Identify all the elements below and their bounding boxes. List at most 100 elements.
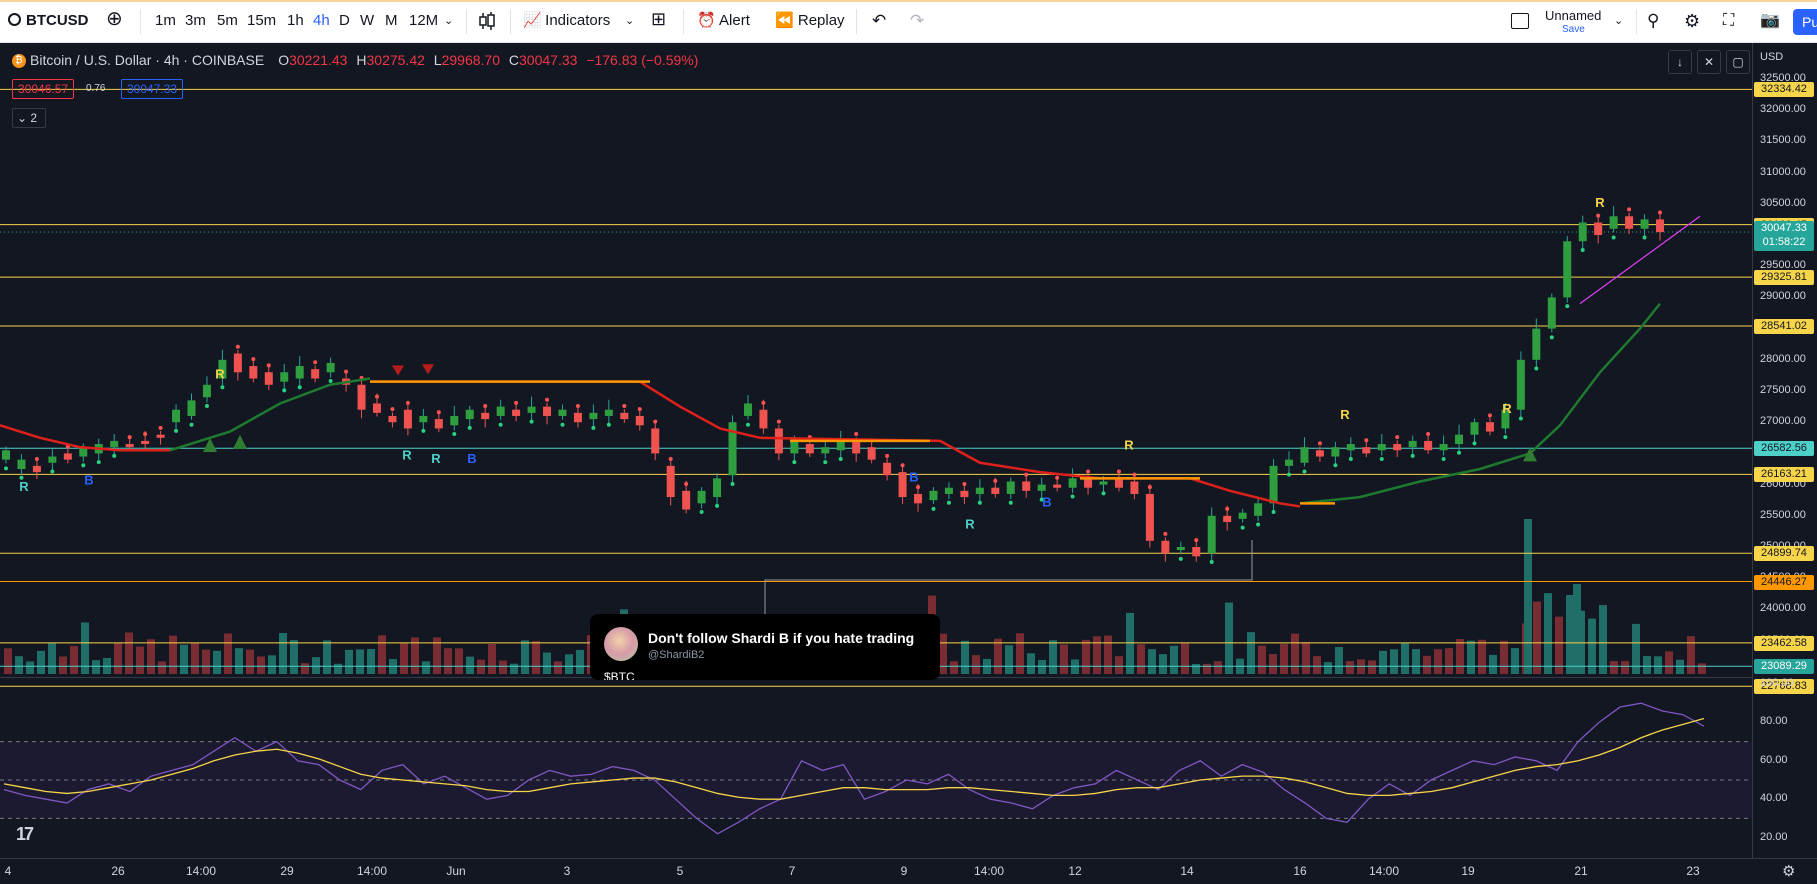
chart-legend: ₿ Bitcoin / U.S. Dollar · 4h · COINBASE O3… <box>12 52 698 69</box>
trend-dot <box>436 410 441 415</box>
trend-dot <box>1178 556 1183 561</box>
chart-settings-gear-icon[interactable]: ⚙ <box>1782 863 1796 880</box>
candle-body <box>728 422 737 476</box>
interval-5m[interactable]: 5m <box>217 12 238 29</box>
scroll-down-icon[interactable]: ↓ <box>1668 50 1692 74</box>
candle-body <box>1377 444 1386 451</box>
candle-body <box>1594 222 1603 235</box>
volume-bar <box>576 649 584 674</box>
trend-dot <box>1209 559 1214 564</box>
interval-4h[interactable]: 4h <box>313 12 330 29</box>
trend-dot <box>1549 335 1554 340</box>
compare-add-icon[interactable]: ⊕ <box>106 8 123 30</box>
last-price-value: 30047.33 <box>1761 222 1807 234</box>
layout-dropdown-chevron-icon[interactable]: ⌄ <box>1614 15 1624 27</box>
trend-dot <box>575 403 580 408</box>
time-tick-label: 14:00 <box>356 864 388 878</box>
time-tick-label: 16 <box>1293 864 1307 878</box>
volume-bar <box>323 640 331 674</box>
indicators-button[interactable]: 📈 Indicators <box>523 10 610 32</box>
candle-body <box>1485 422 1494 432</box>
volume-bar <box>136 646 144 674</box>
volume-bar <box>301 663 309 674</box>
interval-1h[interactable]: 1h <box>287 12 304 29</box>
volume-bar <box>1434 649 1442 674</box>
maximize-pane-icon[interactable]: ▢ <box>1726 50 1750 74</box>
volume-bar <box>125 632 133 674</box>
candle-body <box>944 487 953 494</box>
trend-dot <box>637 407 642 412</box>
publish-button[interactable]: Pu <box>1793 9 1817 35</box>
rsi-ma-line <box>3 717 1705 800</box>
trend-dot <box>1518 416 1523 421</box>
interval-m[interactable]: M <box>385 12 398 29</box>
interval-12m[interactable]: 12M <box>409 12 439 29</box>
interval-3m[interactable]: 3m <box>185 12 206 29</box>
volume-bar <box>543 652 551 674</box>
price-tick-label: 27000.00 <box>1760 415 1806 428</box>
candle-body <box>249 366 258 379</box>
interval-15m[interactable]: 15m <box>247 12 277 29</box>
volume-bar <box>1170 645 1178 674</box>
trend-dot <box>745 422 750 427</box>
indicators-toggle-button[interactable]: ⌄ 2 <box>12 108 46 128</box>
layout-save-label[interactable]: Save <box>1562 24 1585 35</box>
collapse-pane-icon[interactable]: ✕ <box>1697 50 1721 74</box>
redo-icon[interactable]: ↷ <box>910 11 925 30</box>
interval-1m[interactable]: 1m <box>155 12 176 29</box>
candle-body <box>713 478 722 498</box>
tweet-avatar <box>604 627 638 661</box>
interval-w[interactable]: W <box>360 12 375 29</box>
currency-label[interactable]: USD <box>1760 51 1784 63</box>
trend-dot <box>993 478 998 483</box>
time-tick-label: 3 <box>563 864 571 878</box>
volume-bar <box>1687 636 1695 674</box>
candle-body <box>1609 216 1618 229</box>
buy-price-button[interactable]: 30047.33 <box>121 79 184 99</box>
candle-body <box>604 409 613 416</box>
trend-dot <box>1271 510 1276 515</box>
candle-body <box>1068 478 1077 488</box>
trend-dot <box>684 481 689 486</box>
tradingview-logo[interactable]: 17 <box>16 824 34 844</box>
candle-body <box>1161 540 1170 554</box>
undo-icon[interactable]: ↶ <box>872 11 887 30</box>
candle-body <box>1516 359 1525 410</box>
tweet-card[interactable]: Don't follow Shardi B if you hate tradin… <box>590 614 940 680</box>
candle-body <box>1578 222 1587 242</box>
volume-bar <box>202 649 210 674</box>
trend-dot <box>931 506 936 511</box>
time-tick-label: 14:00 <box>185 864 217 878</box>
layout-name[interactable]: Unnamed <box>1545 8 1602 23</box>
time-tick-label: 12 <box>1068 864 1082 878</box>
volume-bar <box>1038 660 1046 674</box>
indicators-dropdown-chevron-icon[interactable]: ⌄ <box>625 15 635 27</box>
trend-dot <box>653 419 658 424</box>
level-price-label: 26582.56 <box>1754 441 1814 457</box>
trend-dot <box>313 360 318 365</box>
sell-price-button[interactable]: 30046.57 <box>12 79 75 99</box>
interval-d[interactable]: D <box>339 12 350 29</box>
candle-body <box>527 406 536 413</box>
trend-dot <box>112 453 117 458</box>
price-chart-canvas[interactable]: R R R R R R R R R B B B B <box>0 43 1752 858</box>
snapshot-camera-icon[interactable]: 📷 <box>1760 12 1780 29</box>
settings-gear-icon[interactable]: ⚙ <box>1684 11 1701 31</box>
layouts-grid-icon[interactable]: ⊞ <box>651 9 667 29</box>
interval-dropdown-chevron-icon[interactable]: ⌄ <box>444 15 454 27</box>
chart-type-candles-icon[interactable] <box>477 10 497 32</box>
layout-save-checkbox-icon[interactable] <box>1511 10 1529 32</box>
trend-dot <box>1225 506 1230 511</box>
candle-body <box>898 472 907 498</box>
candle-body <box>1269 465 1278 504</box>
candle-body <box>790 440 799 454</box>
time-axis[interactable] <box>0 858 1817 884</box>
replay-button[interactable]: ⏪ Replay <box>775 10 845 32</box>
price-tick-label: 32000.00 <box>1760 103 1806 116</box>
volume-bar <box>1654 656 1662 674</box>
fullscreen-icon[interactable]: ⛶ <box>1723 12 1735 29</box>
signal-marker-b: B <box>467 451 476 466</box>
symbol-search-button[interactable]: BTCUSD <box>8 10 89 32</box>
alert-button[interactable]: ⏰ Alert <box>697 10 750 32</box>
quick-search-icon[interactable]: ⚲ <box>1647 11 1660 30</box>
